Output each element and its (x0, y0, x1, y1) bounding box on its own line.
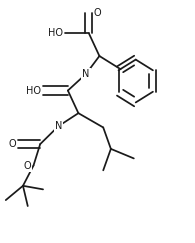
Text: N: N (55, 121, 62, 131)
Text: O: O (9, 139, 16, 149)
Text: HO: HO (48, 28, 63, 38)
Text: HO: HO (26, 86, 41, 95)
Text: O: O (24, 161, 31, 171)
Text: O: O (94, 8, 101, 18)
Text: N: N (82, 69, 90, 79)
